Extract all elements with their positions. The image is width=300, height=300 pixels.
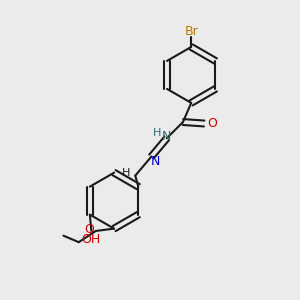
Text: N: N: [161, 130, 171, 143]
Text: H: H: [153, 128, 161, 138]
Text: N: N: [150, 155, 160, 168]
Text: O: O: [84, 223, 94, 236]
Text: OH: OH: [82, 232, 101, 246]
Text: H: H: [122, 168, 130, 178]
Text: O: O: [208, 117, 218, 130]
Text: Br: Br: [184, 25, 198, 38]
